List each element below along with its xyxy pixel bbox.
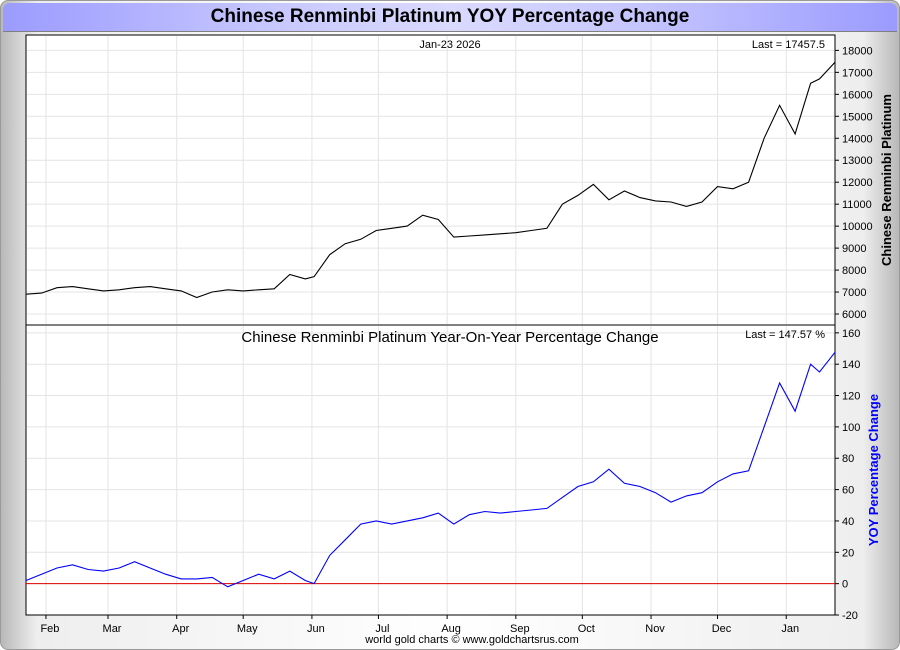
yoy-grid <box>27 326 834 614</box>
yoy-line <box>25 351 836 588</box>
price-line <box>25 61 836 299</box>
price-y-tick-label: 8000 <box>842 265 866 277</box>
price-y-tick-label: 6000 <box>842 309 866 321</box>
price-panel <box>25 34 836 326</box>
x-tick-label: May <box>237 623 258 635</box>
price-grid <box>27 36 834 324</box>
yoy-y-tick-label: 20 <box>842 547 854 559</box>
yoy-panel-title: Chinese Renminbi Platinum Year-On-Year P… <box>241 329 658 346</box>
x-tick-label: Feb <box>40 623 59 635</box>
price-y-tick-label: 15000 <box>842 111 873 123</box>
price-y-tick-label: 10000 <box>842 221 873 233</box>
price-y-tick-label: 14000 <box>842 133 873 145</box>
yoy-y-tick-label: 40 <box>842 516 854 528</box>
x-tick-label: Apr <box>172 623 189 635</box>
yoy-y-tick-label: 120 <box>842 391 860 403</box>
yoy-y-ticks: -20 0 20 40 60 80 100 120 140 160 <box>835 328 860 622</box>
yoy-y-tick-label: 0 <box>842 579 848 591</box>
chart-title: Chinese Renminbi Platinum YOY Percentage… <box>3 3 897 32</box>
yoy-last-label: Last = 147.57 % <box>745 329 825 341</box>
yoy-y-tick-label: 140 <box>842 359 860 371</box>
yoy-y-tick-label: 60 <box>842 485 854 497</box>
x-tick-label: Jul <box>375 623 389 635</box>
price-date-label: Jan-23 2026 <box>419 39 480 51</box>
yoy-y-tick-label: -20 <box>842 610 858 622</box>
x-tick-label: Jun <box>307 623 325 635</box>
price-y-tick-label: 12000 <box>842 177 873 189</box>
price-y-tick-label: 9000 <box>842 243 866 255</box>
price-y-ticks: 6000 7000 8000 9000 10000 11000 12000 13000 1400… <box>835 45 873 321</box>
price-y-axis-label: Chinese Renminbi Platinum <box>879 94 894 266</box>
price-y-tick-label: 7000 <box>842 287 866 299</box>
yoy-panel <box>25 324 836 616</box>
price-y-tick-label: 17000 <box>842 67 873 79</box>
price-y-tick-label: 13000 <box>842 155 873 167</box>
yoy-y-tick-label: 160 <box>842 328 860 340</box>
price-y-tick-label: 18000 <box>842 45 873 57</box>
yoy-y-axis-label: YOY Percentage Change <box>866 394 881 546</box>
price-last-label: Last = 17457.5 <box>752 39 825 51</box>
x-tick-label: Mar <box>103 623 122 635</box>
x-tick-label: Jan <box>781 623 799 635</box>
x-tick-label: Nov <box>645 623 665 635</box>
footer-credit: world gold charts © www.goldchartsrus.co… <box>364 634 579 646</box>
x-axis-ticks: Feb Mar Apr May Jun Jul Aug Sep Oct Nov Dec Jan <box>40 615 799 635</box>
x-tick-label: Aug <box>441 623 461 635</box>
price-y-tick-label: 11000 <box>842 199 872 211</box>
x-tick-label: Dec <box>712 623 732 635</box>
x-tick-label: Sep <box>510 623 530 635</box>
price-y-tick-label: 16000 <box>842 89 873 101</box>
yoy-y-tick-label: 80 <box>842 453 854 465</box>
x-tick-label: Oct <box>578 623 595 635</box>
yoy-y-tick-label: 100 <box>842 422 860 434</box>
